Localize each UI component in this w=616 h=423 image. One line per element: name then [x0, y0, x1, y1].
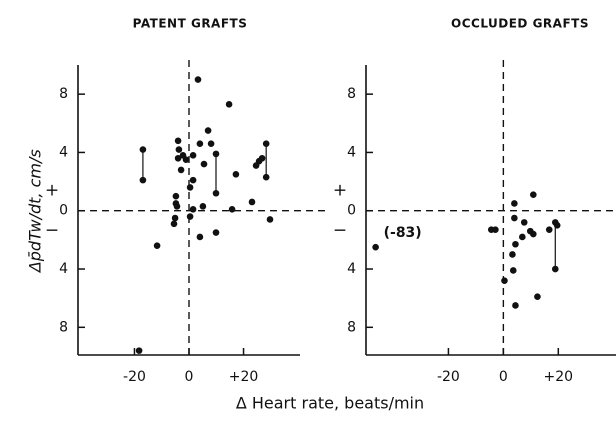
chart-title: PATENT GRAFTS [133, 17, 248, 31]
point [186, 213, 194, 220]
point [170, 220, 178, 228]
point [196, 233, 204, 241]
y-tick-label: 4 [59, 261, 68, 277]
point [225, 101, 233, 108]
point [172, 192, 180, 200]
pair-point [262, 140, 270, 147]
point [200, 160, 208, 168]
pair-point [262, 173, 270, 181]
x-tick-label: +20 [229, 369, 259, 385]
point [258, 154, 266, 162]
point [492, 226, 499, 233]
y-tick-label: 8 [347, 319, 356, 335]
pair-point [139, 146, 147, 153]
y-tick-label: 0 [59, 203, 68, 219]
point [186, 184, 194, 191]
point [177, 166, 185, 174]
chart-title: OCCLUDED GRAFTS [451, 17, 589, 31]
point [173, 203, 181, 210]
point [175, 146, 183, 153]
y-tick-label: 0 [347, 203, 356, 219]
point [153, 242, 161, 250]
x-tick-label: -20 [437, 369, 460, 385]
pair-point [212, 189, 220, 197]
point [509, 251, 516, 258]
x-tick-label: 0 [499, 369, 508, 385]
point [512, 302, 519, 309]
point [248, 198, 256, 206]
axis-sign: + [333, 181, 347, 201]
y-tick-label: 4 [347, 144, 356, 160]
point [530, 191, 537, 198]
point [189, 176, 197, 184]
x-axis-label: Δ Heart rate, beats/min [236, 394, 424, 413]
axis-sign: − [45, 221, 59, 241]
point [520, 219, 528, 226]
point [182, 156, 190, 164]
point [194, 76, 202, 83]
point [189, 152, 197, 159]
point [212, 229, 220, 236]
point [501, 277, 508, 284]
y-tick-label: 8 [59, 319, 68, 335]
point [545, 226, 553, 233]
point [207, 140, 215, 147]
point [232, 170, 240, 178]
pair-point [139, 176, 147, 184]
point [174, 137, 182, 145]
point [196, 140, 204, 147]
point [199, 203, 207, 210]
point [519, 233, 526, 241]
x-tick-label: -20 [123, 369, 146, 385]
point [372, 243, 379, 251]
pair-point [551, 219, 559, 226]
y-tick-label: 4 [59, 144, 68, 160]
point [534, 293, 541, 301]
x-tick-label: 0 [185, 369, 194, 385]
y-tick-label: 8 [59, 86, 68, 102]
point [266, 216, 274, 223]
y-tick-label: 8 [347, 86, 356, 102]
y-axis-label: Δp̄dTw/dt, cm/s [26, 149, 45, 274]
annotation: (-83) [384, 225, 422, 241]
point [204, 127, 212, 134]
point [189, 205, 197, 213]
point [530, 230, 537, 238]
pair-point [212, 150, 220, 158]
point [511, 214, 518, 222]
point [511, 200, 518, 207]
point [174, 154, 182, 162]
point [512, 240, 519, 248]
pair-point [551, 265, 559, 273]
axis-sign: − [333, 221, 347, 241]
y-tick-label: 4 [347, 261, 356, 277]
axis-sign: + [45, 181, 59, 201]
point [509, 267, 517, 274]
point [135, 347, 143, 354]
point [228, 205, 236, 213]
x-tick-label: +20 [544, 369, 574, 385]
point [171, 214, 179, 222]
